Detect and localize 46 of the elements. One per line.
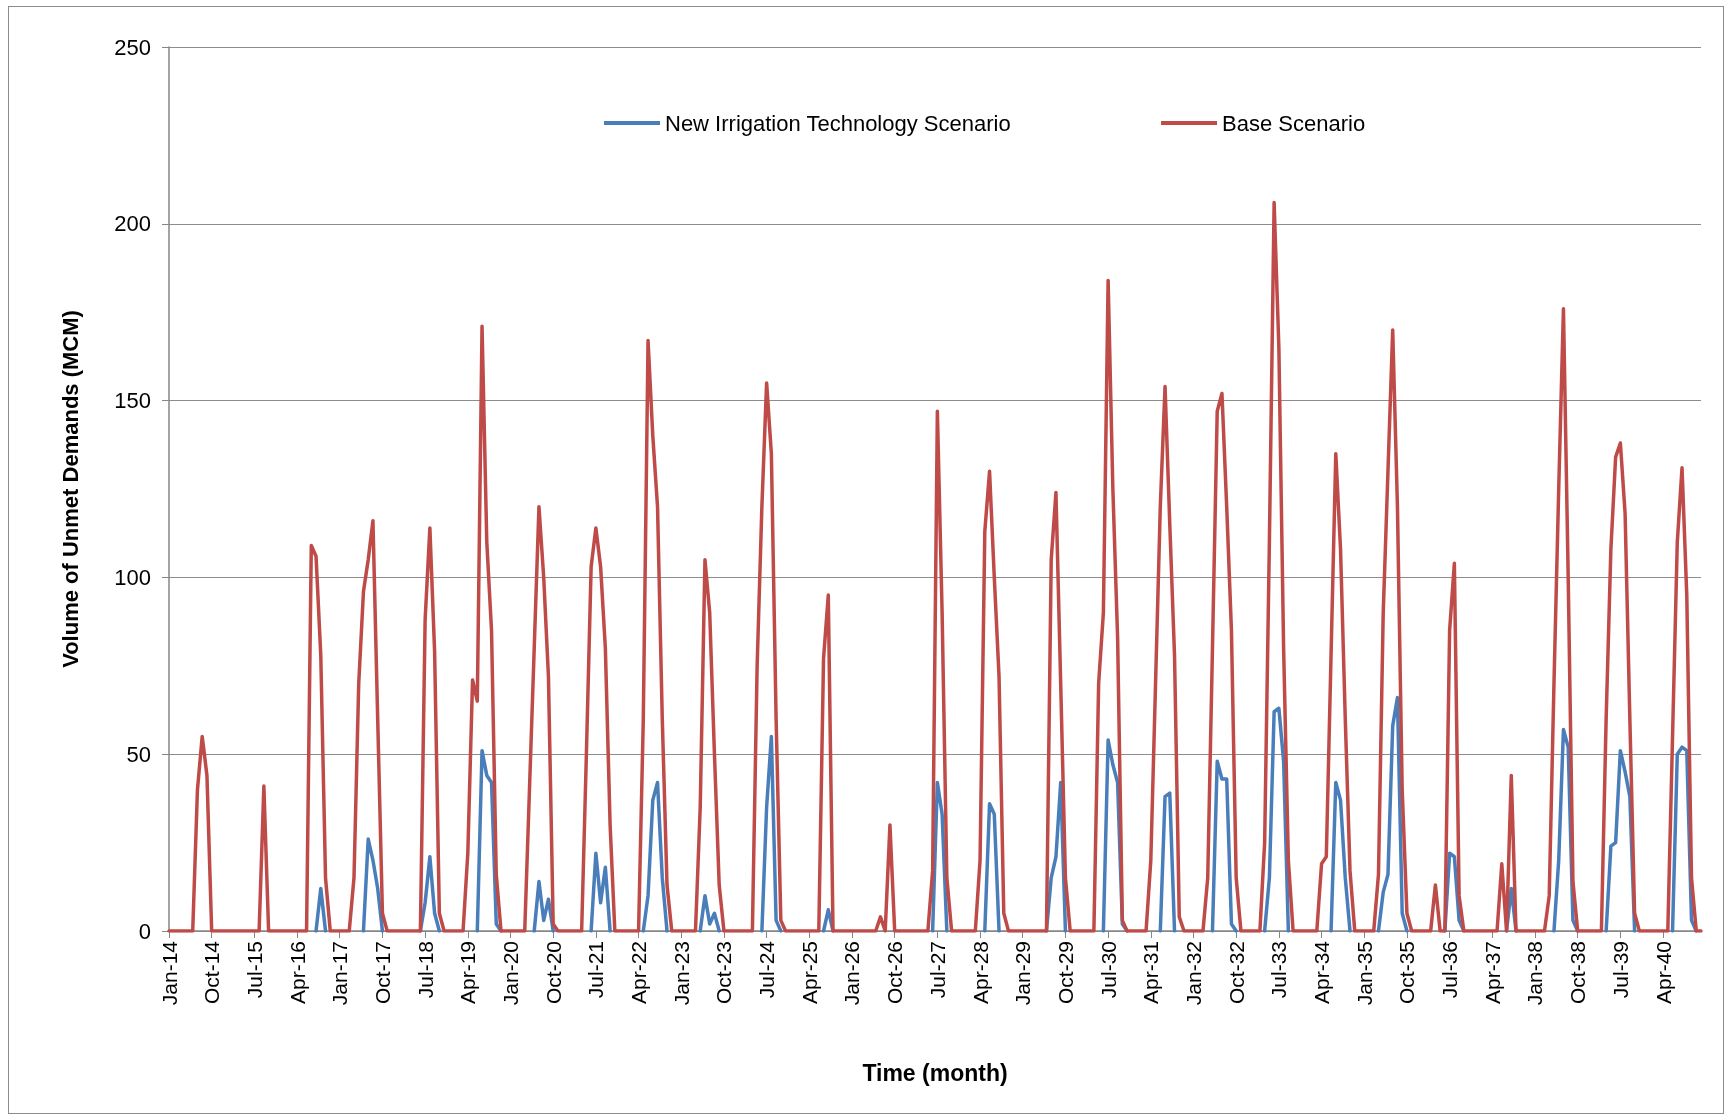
x-tick-label: Apr-37 [1480, 941, 1504, 1005]
x-tick-label: Jul-21 [584, 941, 608, 999]
x-tick-label: Jan-32 [1182, 941, 1205, 1006]
x-tick-label: Apr-31 [1139, 941, 1163, 1005]
x-tick-label: Jul-24 [755, 940, 779, 999]
legend-label: Base Scenario [1222, 110, 1366, 136]
x-axis-title: Time (month) [862, 1059, 1008, 1086]
x-tick-label: Jan-17 [328, 941, 352, 1006]
x-tick-label: Jul-15 [242, 941, 266, 999]
x-tick-label: Oct-20 [541, 941, 565, 1005]
x-tick-label: Oct-14 [200, 940, 224, 1005]
legend-label: New Irrigation Technology Scenario [665, 110, 1011, 136]
x-tick-label: Jul-18 [413, 941, 437, 999]
y-tick-label: 0 [138, 918, 151, 944]
x-tick-label: Apr-40 [1651, 941, 1675, 1005]
x-tick-label: Apr-34 [1310, 940, 1334, 1005]
x-tick-label: Apr-28 [968, 941, 992, 1005]
x-tick-label: Jan-20 [499, 941, 522, 1006]
x-tick-label: Oct-29 [1053, 941, 1077, 1005]
x-tick-label: Jul-36 [1438, 941, 1462, 999]
y-tick-label: 200 [114, 211, 151, 237]
x-tick-label: Apr-25 [797, 941, 821, 1005]
x-tick-label: Jul-33 [1267, 941, 1291, 999]
x-tick-label: Apr-16 [285, 941, 309, 1005]
x-tick-label: Jan-26 [840, 941, 864, 1006]
y-tick-label: 100 [114, 564, 151, 590]
x-tick-label: Oct-23 [712, 941, 736, 1005]
x-tick-label: Apr-19 [456, 941, 480, 1005]
x-tick-label: Jul-39 [1608, 941, 1632, 999]
y-tick-label: 150 [114, 388, 151, 414]
x-tick-label: Oct-26 [883, 941, 907, 1005]
x-tick-label: Oct-35 [1395, 941, 1419, 1005]
x-tick-label: Jan-29 [1011, 941, 1035, 1006]
x-tick-label: Jul-30 [1096, 941, 1120, 999]
x-tick-label: Jan-38 [1523, 941, 1547, 1006]
x-tick-label: Jan-23 [669, 941, 693, 1006]
x-tick-label: Oct-38 [1566, 941, 1590, 1005]
y-tick-label: 250 [114, 34, 151, 60]
y-tick-label: 50 [126, 741, 151, 767]
x-tick-label: Jul-27 [925, 941, 949, 999]
x-tick-label: Oct-32 [1224, 941, 1248, 1005]
y-axis-title: Volume of Unmet Demands (MCM) [57, 310, 83, 668]
x-tick-label: Jan-14 [157, 940, 181, 1006]
x-tick-label: Jan-35 [1352, 941, 1376, 1006]
x-tick-label: Apr-22 [627, 941, 651, 1005]
x-tick-label: Oct-17 [370, 941, 394, 1005]
